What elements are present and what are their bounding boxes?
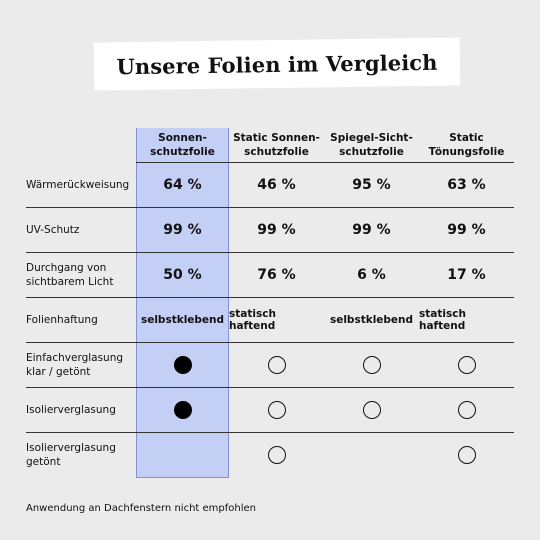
column-header-3: Spiegel-Sicht- schutzfolie [324,128,419,162]
row-label: Einfachverglasung klar / getönt [26,351,124,378]
row-label: UV-Schutz [26,223,80,236]
table-cell: selbstklebend [136,297,229,342]
empty-circle-icon [457,445,476,464]
column-header-1-label: Sonnen- schutzfolie [150,132,215,158]
cell-value: 63 % [447,176,486,193]
table-cell [324,387,419,432]
column-header-2-label: Static Sonnen- schutzfolie [233,132,320,158]
filled-circle-icon [173,400,192,419]
table-cell: statisch haftend [419,297,514,342]
table-cell: statisch haftend [229,297,324,342]
table-cell: 63 % [419,162,514,207]
cell-value: selbstklebend [329,313,414,326]
footnote: Anwendung an Dachfenstern nicht empfohle… [26,503,256,514]
column-header-4: Static Tönungsfolie [419,128,514,162]
table-cell: selbstklebend [324,297,419,342]
filled-circle-icon [173,355,192,374]
table-cell [419,432,514,477]
cell-value: 99 % [163,221,202,238]
row-divider [26,387,514,388]
cell-value: 99 % [447,221,486,238]
table-cell [136,387,229,432]
empty-circle-icon [267,355,286,374]
row-divider [26,342,514,343]
row-divider [26,252,514,253]
page-title: Unsere Folien im Vergleich [116,49,438,79]
column-header-2: Static Sonnen- schutzfolie [229,128,324,162]
empty-circle-icon [457,355,476,374]
table-cell [229,432,324,477]
row-divider [26,207,514,208]
empty-circle-icon [457,400,476,419]
table-cell: 64 % [136,162,229,207]
table-cell: 50 % [136,252,229,297]
row-divider [26,297,514,298]
cell-value: 17 % [447,266,486,283]
cell-value: 99 % [352,221,391,238]
table-cell [229,387,324,432]
table-cell: 99 % [136,207,229,252]
row-label: Wärmerückweisung [26,178,130,191]
header-divider [136,162,514,163]
table-cell [324,342,419,387]
cell-value: 50 % [163,266,202,283]
cell-value: 6 % [357,266,386,283]
row-label: Isolierverglasung getönt [26,441,116,468]
table-cell: 99 % [419,207,514,252]
cell-value: 95 % [352,176,391,193]
table-cell: 95 % [324,162,419,207]
cell-value: statisch haftend [419,307,466,332]
highlighted-column [136,128,229,478]
cell-value: 64 % [163,176,202,193]
row-label: Durchgang von sichtbarem Licht [26,261,114,288]
cell-value: 46 % [257,176,296,193]
cell-value: selbstklebend [140,313,225,326]
table-cell [419,342,514,387]
empty-circle-icon [267,445,286,464]
table-cell: 6 % [324,252,419,297]
cell-value: 76 % [257,266,296,283]
table-cell: 99 % [229,207,324,252]
table-cell: 76 % [229,252,324,297]
table-cell: 17 % [419,252,514,297]
cell-value: statisch haftend [229,307,276,332]
empty-circle-icon [362,400,381,419]
table-cell: 99 % [324,207,419,252]
row-divider [26,432,514,433]
table-cell: 46 % [229,162,324,207]
column-header-3-label: Spiegel-Sicht- schutzfolie [330,132,413,158]
column-header-1: Sonnen- schutzfolie [136,128,229,162]
table-cell [324,432,419,477]
table-cell [136,342,229,387]
table-cell [419,387,514,432]
column-header-4-label: Static Tönungsfolie [428,132,505,158]
row-label: Folienhaftung [26,313,98,326]
title-banner: Unsere Folien im Vergleich [93,37,461,91]
table-cell [229,342,324,387]
empty-circle-icon [362,355,381,374]
row-label: Isolierverglasung [26,403,116,416]
cell-value: 99 % [257,221,296,238]
table-cell [136,432,229,477]
empty-circle-icon [267,400,286,419]
